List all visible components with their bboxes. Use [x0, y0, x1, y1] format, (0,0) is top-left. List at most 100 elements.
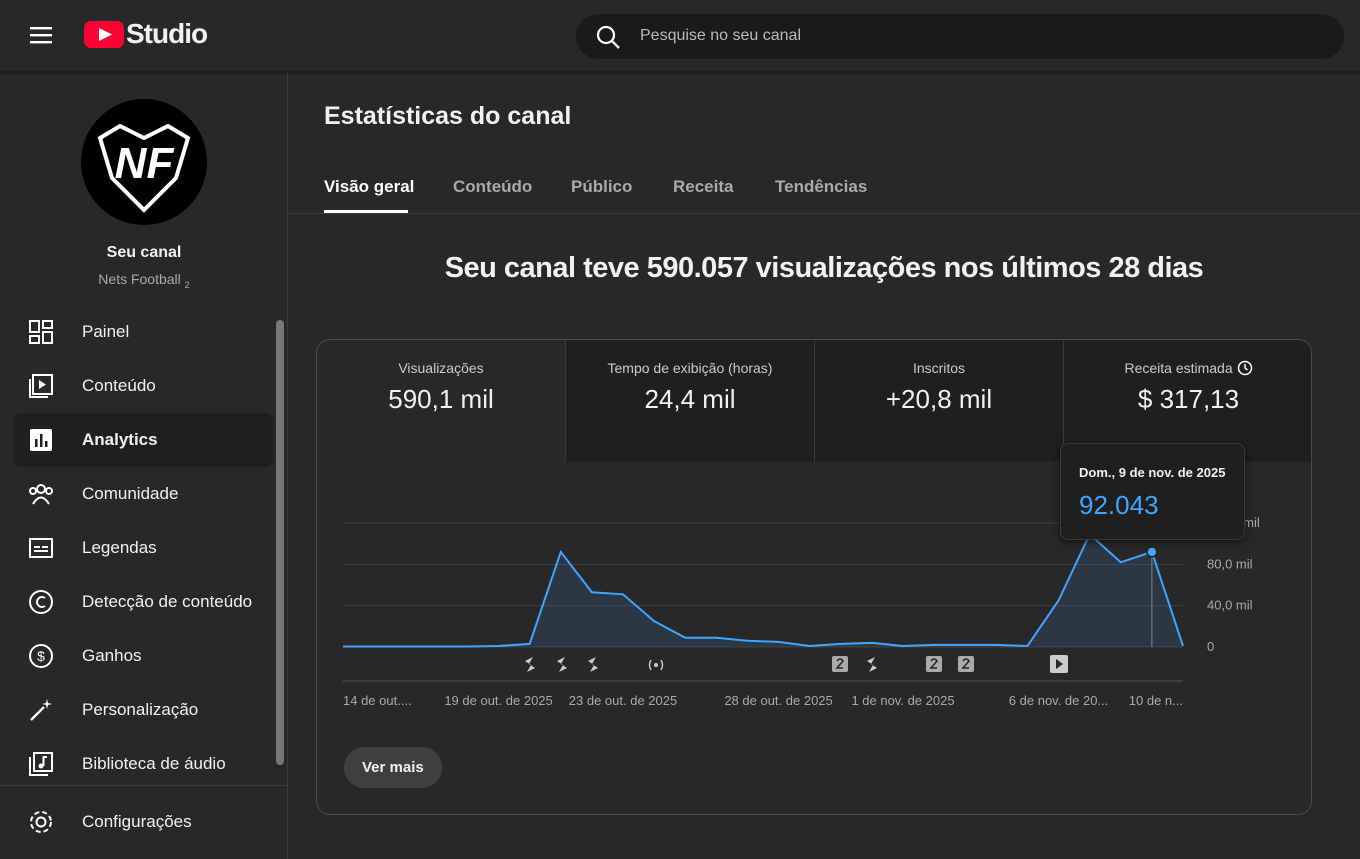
- search-box[interactable]: Pesquise no seu canal: [576, 14, 1344, 59]
- tab[interactable]: Conteúdo: [453, 177, 533, 196]
- metric-value: 590,1 mil: [388, 384, 494, 414]
- nav-item[interactable]: Analytics: [14, 413, 273, 467]
- search-placeholder: Pesquise no seu canal: [640, 27, 801, 44]
- nav-item[interactable]: Conteúdo: [14, 359, 273, 413]
- metric-tab[interactable]: Inscritos +20,8 mil: [815, 340, 1064, 462]
- badge-digit: [961, 658, 971, 669]
- tooltip-title: Dom., 9 de nov. de 2025: [1079, 465, 1226, 480]
- tooltip-value: 92.043: [1079, 490, 1159, 520]
- avatar[interactable]: NF: [80, 98, 208, 226]
- search-icon: [596, 25, 620, 49]
- x-tick-label: 14 de out....: [343, 693, 412, 708]
- nav-icon: [29, 374, 53, 398]
- channel-name-row: Nets Football 2: [0, 271, 288, 290]
- shorts-icon: [588, 657, 598, 672]
- tab[interactable]: Público: [571, 177, 633, 196]
- channel-badge: 2: [184, 279, 190, 290]
- metric-tab[interactable]: Visualizações 590,1 mil: [317, 340, 566, 462]
- nav-label: Configurações: [82, 812, 192, 831]
- metric-label: Tempo de exibição (horas): [607, 360, 773, 376]
- tooltip: Dom., 9 de nov. de 2025 92.043: [1060, 443, 1245, 540]
- tab[interactable]: Tendências: [775, 177, 868, 196]
- event-icon: [958, 656, 974, 672]
- logo-icon[interactable]: [84, 21, 124, 49]
- nav-icon: [29, 752, 53, 776]
- overview-card: Visualizações 590,1 mil Tempo de exibição …: [316, 339, 1312, 815]
- top-bar: Studio Pesquise no seu canal: [0, 0, 1360, 72]
- event-icon: [832, 656, 848, 672]
- nav-item[interactable]: Painel: [14, 305, 273, 359]
- event-icon: [648, 659, 664, 671]
- event-icon: [557, 657, 567, 672]
- x-tick-label: 28 de out. de 2025: [724, 693, 832, 708]
- nav-item[interactable]: Biblioteca de áudio: [14, 737, 273, 791]
- x-tick-label: 23 de out. de 2025: [569, 693, 677, 708]
- metric-tab[interactable]: Tempo de exibição (horas) 24,4 mil: [566, 340, 815, 462]
- tab[interactable]: Receita: [673, 177, 734, 196]
- nav-label: Comunidade: [82, 484, 179, 503]
- nav-icon: $: [29, 644, 53, 668]
- nav-label: Biblioteca de áudio: [82, 754, 226, 773]
- metric-label: Inscritos: [912, 360, 966, 376]
- shorts-icon: [525, 657, 535, 672]
- event-icon: [588, 657, 598, 672]
- nav-icon: [29, 538, 53, 558]
- event-icon: [867, 657, 877, 672]
- menu-button[interactable]: [30, 26, 54, 46]
- nav-label: Personalização: [82, 700, 199, 719]
- clock-icon: [1237, 360, 1252, 376]
- nav-icon: [29, 590, 53, 614]
- line: [343, 532, 1184, 648]
- svg-text:$: $: [37, 648, 45, 664]
- nav-item[interactable]: Comunidade: [14, 467, 273, 521]
- metric-label: Receita estimada: [1124, 360, 1233, 376]
- nav-label: Painel: [82, 322, 130, 341]
- channel-name: Nets Football: [98, 271, 181, 287]
- nav-label: Ganhos: [82, 646, 142, 665]
- sidebar: NF Seu canal Nets Football 2 Painel Conte…: [0, 72, 288, 859]
- x-tick-label: 1 de nov. de 2025: [851, 693, 954, 708]
- badge-digit: [835, 658, 845, 669]
- nav-label: Detecção de conteúdo: [82, 592, 253, 611]
- x-tick-label: 6 de nov. de 20...: [1009, 693, 1109, 708]
- nav-item[interactable]: Detecção de conteúdo: [14, 575, 273, 629]
- nav-icon: [29, 320, 53, 344]
- metric-label: Visualizações: [398, 360, 484, 376]
- nav-item[interactable]: Personalização: [14, 683, 273, 737]
- headline: Seu canal teve 590.057 visualizações nos…: [444, 252, 1204, 284]
- nav-item[interactable]: Legendas: [14, 521, 273, 575]
- nav-icon: [29, 484, 53, 505]
- svg-text:NF: NF: [115, 139, 175, 188]
- nav-label: Legendas: [82, 538, 157, 557]
- scrollbar: [276, 320, 284, 765]
- live-waves: [648, 659, 664, 671]
- metric-value: 24,4 mil: [644, 384, 736, 414]
- divider: [0, 785, 288, 786]
- event-icon: [926, 656, 942, 672]
- x-tick-label: 10 de n...: [1129, 693, 1183, 708]
- metric-value: +20,8 mil: [885, 384, 993, 414]
- tab-indicator: [324, 210, 408, 213]
- shorts-icon: [557, 657, 567, 672]
- y-tick-label: 40,0 mil: [1207, 598, 1253, 613]
- tab[interactable]: Visão geral: [324, 177, 415, 196]
- shorts-icon: [867, 657, 877, 672]
- channel-title: Seu canal: [106, 244, 182, 261]
- nav-label: Analytics: [82, 430, 158, 449]
- see-more-button[interactable]: Ver mais: [344, 747, 442, 788]
- nav-item[interactable]: Configurações: [14, 795, 273, 849]
- metric-value: $ 317,13: [1137, 384, 1240, 414]
- nav-icon: [30, 429, 52, 451]
- hover-point: [1146, 546, 1158, 558]
- page-title: Estatísticas do canal: [324, 102, 572, 130]
- metric-tab[interactable]: Receita estimada $ 317,13: [1064, 340, 1311, 462]
- y-tick-label: 0: [1207, 639, 1214, 654]
- logo-text: Studio: [126, 18, 208, 49]
- area: [343, 534, 1183, 647]
- video-play: [1056, 659, 1063, 669]
- nav-item[interactable]: $ Ganhos: [14, 629, 273, 683]
- y-tick-label: 80,0 mil: [1207, 556, 1253, 571]
- tabs-divider: [288, 213, 1360, 214]
- event-icon: [525, 657, 535, 672]
